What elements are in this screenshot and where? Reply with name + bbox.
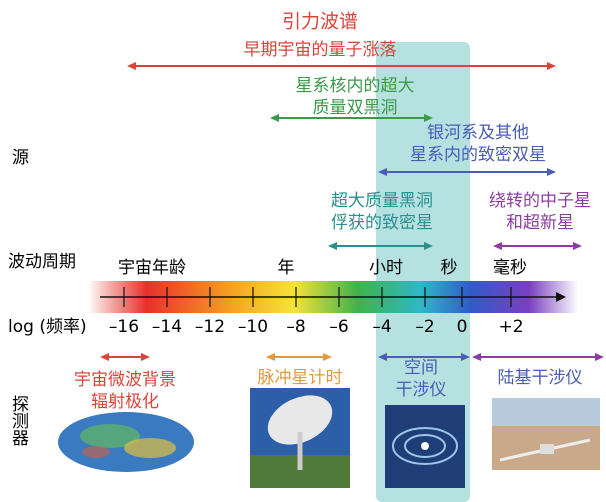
axis-arrow — [556, 292, 566, 302]
detector-label: 脉冲星计时 — [258, 368, 343, 388]
period-label: 小时 — [369, 258, 403, 278]
frequency-tick-label: –2 — [415, 317, 434, 337]
pulsar-image — [250, 388, 350, 488]
detector-label: 空间 — [404, 358, 438, 378]
source-label: 和超新星 — [506, 213, 574, 233]
arrow-head — [424, 114, 433, 122]
arrow-head — [378, 168, 387, 176]
source-label: 质量双黑洞 — [313, 98, 398, 118]
arrow-head — [323, 353, 332, 361]
detector-label: 干涉仪 — [396, 380, 447, 400]
frequency-tick-label: –14 — [152, 317, 182, 337]
arrow-head — [472, 353, 481, 361]
period-label: 秒 — [441, 258, 458, 278]
arrow-head — [461, 353, 470, 361]
detector-label: 辐射极化 — [91, 392, 159, 412]
side-label: 探测器 — [8, 395, 29, 446]
detector-label: 陆基干涉仪 — [498, 368, 583, 388]
period-label: 年 — [278, 258, 295, 278]
source-label: 星系内的致密双星 — [410, 145, 546, 165]
frequency-tick-label: –4 — [372, 317, 391, 337]
ground-interferometer-image — [492, 398, 600, 470]
frequency-tick-label: 0 — [457, 317, 468, 337]
arrow-head — [493, 242, 502, 250]
arrow-head — [141, 353, 150, 361]
arrow-head — [573, 242, 582, 250]
highlight-band — [376, 42, 470, 502]
space-interferometer-image — [385, 405, 465, 488]
source-label: 绕转的中子星 — [489, 191, 591, 211]
arrow-head — [328, 242, 337, 250]
arrow-head — [127, 62, 136, 70]
period-label: 毫秒 — [493, 258, 527, 278]
frequency-tick-label: +2 — [498, 317, 523, 337]
source-label: 早期宇宙的量子涨落 — [244, 40, 397, 60]
source-label: 银河系及其他 — [427, 123, 529, 143]
title: 引力波谱 — [282, 11, 358, 33]
frequency-tick-label: –16 — [109, 317, 139, 337]
frequency-tick-label: –12 — [195, 317, 225, 337]
arrow-head — [547, 168, 556, 176]
arrow-head — [266, 353, 275, 361]
frequency-tick-label: –6 — [329, 317, 348, 337]
source-label: 俘获的致密星 — [331, 213, 433, 233]
frequency-tick-label: –10 — [238, 317, 268, 337]
side-label: 波动周期 — [8, 252, 76, 272]
cmb-image — [58, 412, 194, 472]
arrow-head — [547, 62, 556, 70]
frequency-tick-label: –8 — [286, 317, 305, 337]
side-label: log (频率) — [8, 317, 87, 337]
arrow-head — [595, 353, 604, 361]
source-label: 超大质量黑洞 — [331, 191, 433, 211]
side-label: 源 — [8, 148, 29, 166]
arrow-head — [378, 353, 387, 361]
period-label: 宇宙年龄 — [118, 258, 186, 278]
arrow-head — [100, 353, 109, 361]
arrow-head — [270, 114, 279, 122]
detector-label: 宇宙微波背景 — [74, 370, 176, 390]
source-label: 星系核内的超大 — [296, 76, 415, 96]
arrow-head — [424, 242, 433, 250]
